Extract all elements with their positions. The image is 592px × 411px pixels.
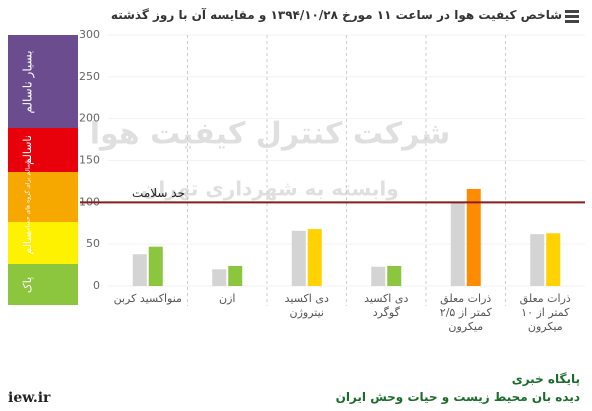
- bar: [148, 246, 163, 286]
- bar: [466, 188, 481, 286]
- footer-line: پایگاه خبری: [511, 372, 580, 386]
- x-tick-label: دی اکسید گوگرد: [364, 292, 409, 319]
- band-label: ناسالم برای گروه های حساس: [24, 159, 32, 235]
- x-tick-label: ذرات معلق کمتر از ۱۰ میکرون: [519, 292, 571, 333]
- bar: [450, 202, 465, 286]
- aqi-band: [8, 264, 78, 305]
- bar: [132, 254, 147, 286]
- footer-line: دیده بان محیط زیست و حیات وحش ایران: [335, 390, 580, 404]
- aqi-band: [8, 35, 78, 128]
- bar: [371, 266, 386, 286]
- footer-site: iew.ir: [8, 390, 51, 406]
- aqi-band: [8, 128, 78, 172]
- bar: [387, 265, 402, 286]
- bar: [307, 229, 322, 286]
- band-label: بسیار ناسالم: [21, 50, 36, 113]
- y-tick-label: 250: [79, 70, 100, 83]
- x-tick-label: ازن: [219, 292, 236, 305]
- reference-label: حد سلامت: [132, 186, 185, 200]
- aqi-band: [8, 222, 78, 264]
- y-tick-label: 300: [79, 28, 100, 41]
- y-tick-label: 150: [79, 154, 100, 167]
- x-tick-label: دی اکسید نیتروژن: [284, 292, 329, 319]
- bar: [530, 234, 545, 286]
- y-tick-label: 0: [93, 279, 100, 292]
- y-tick-label: 50: [86, 237, 100, 250]
- x-tick-label: منواکسید کربن: [113, 292, 182, 305]
- watermark: شرکت کنترل کیفیت هوا: [90, 117, 451, 152]
- x-tick-label: ذرات معلق کمتر از ۲/۵ میکرون: [439, 292, 492, 333]
- watermark: وابسته به شهرداری تهران: [141, 177, 398, 201]
- band-label: سالم: [21, 231, 34, 254]
- bar: [212, 269, 227, 286]
- bar: [228, 265, 243, 286]
- chart-title: شاخص کیفیت هوا در ساعت ۱۱ مورخ ۱۳۹۴/۱۰/۲…: [110, 8, 562, 22]
- band-label: ناسالم: [21, 135, 34, 165]
- aqi-band: [8, 172, 78, 222]
- bar: [546, 233, 561, 286]
- y-tick-label: 200: [79, 112, 100, 125]
- menu-icon: [565, 10, 579, 23]
- bar: [291, 230, 306, 286]
- band-label: پاک: [21, 277, 34, 293]
